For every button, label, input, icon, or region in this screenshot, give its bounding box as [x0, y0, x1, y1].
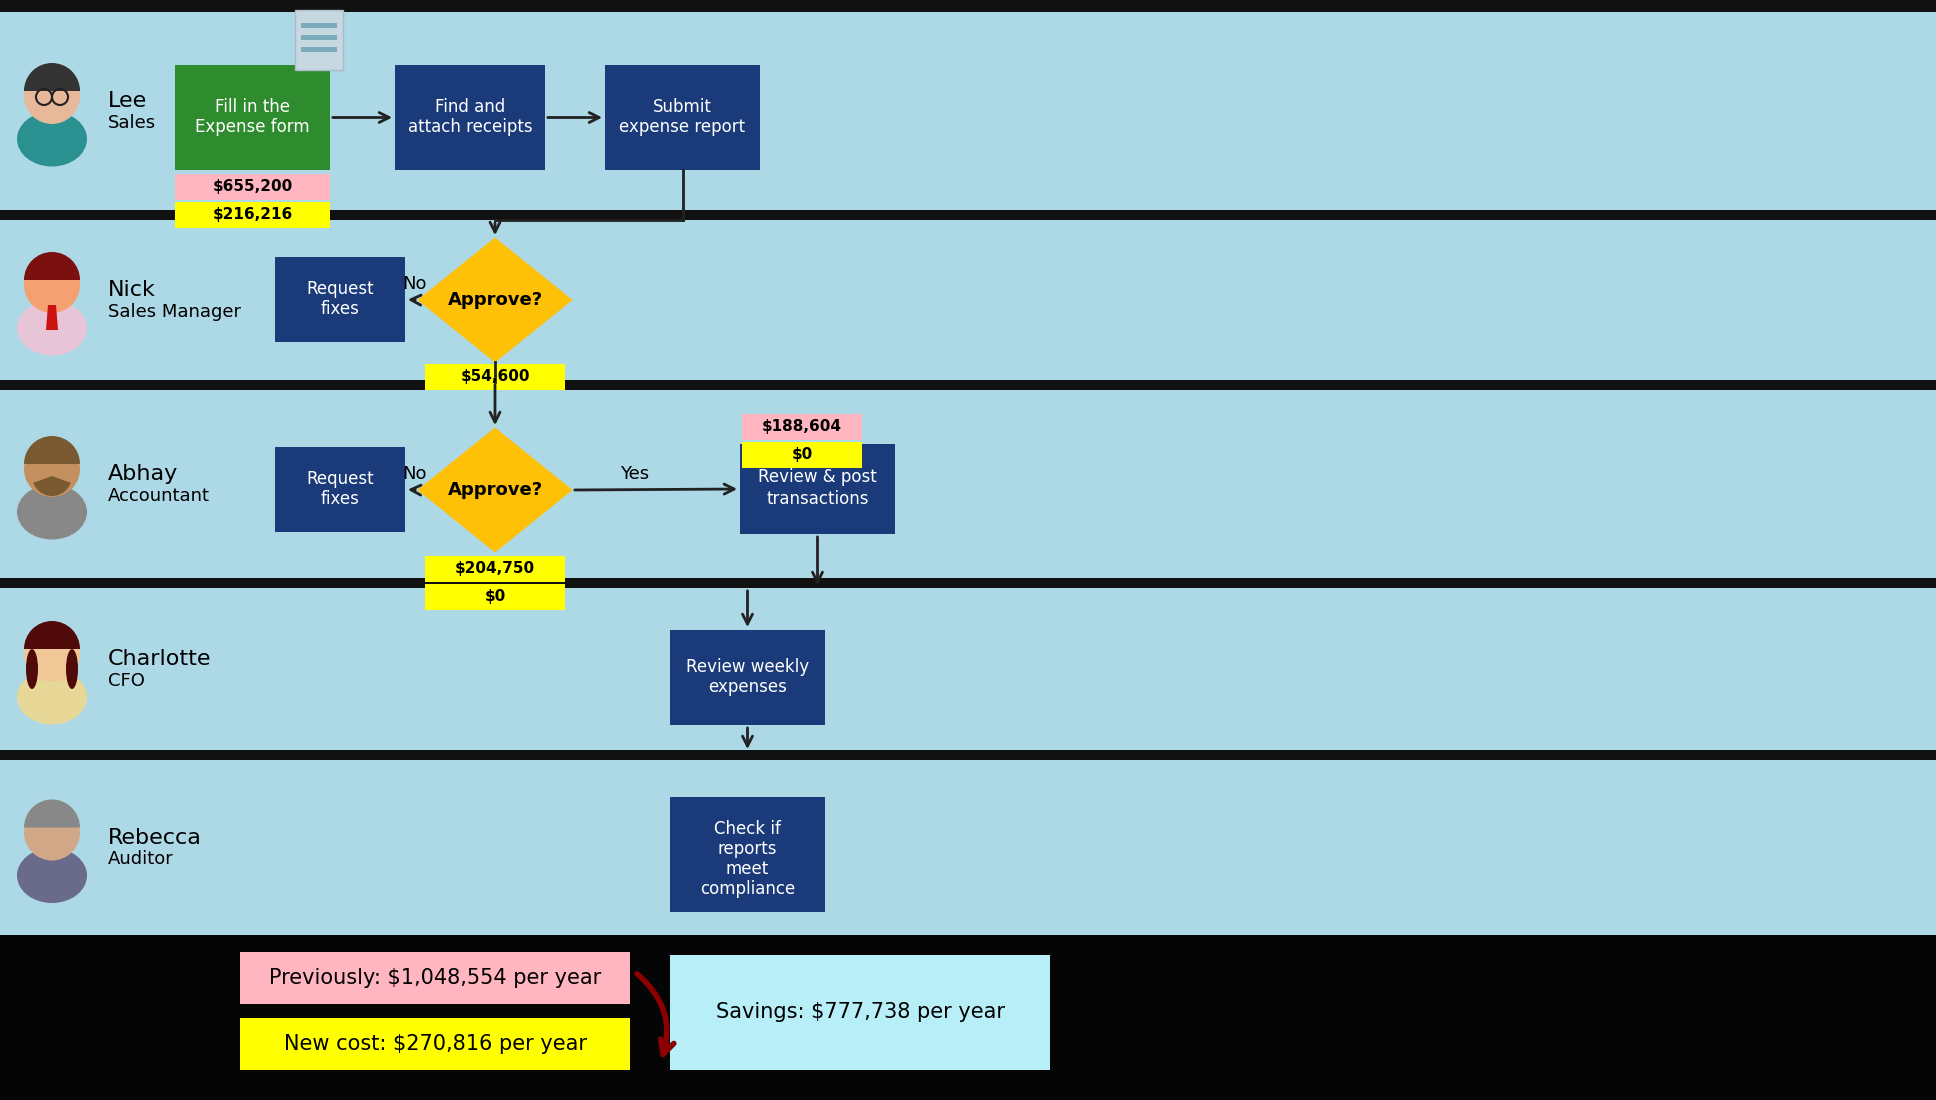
Text: $0: $0 — [792, 448, 813, 462]
Text: $0: $0 — [484, 590, 505, 605]
Text: Yes: Yes — [620, 465, 650, 483]
Text: Savings: $777,738 per year: Savings: $777,738 per year — [716, 1002, 1005, 1023]
Text: Check if: Check if — [714, 820, 780, 837]
Text: Expense form: Expense form — [196, 119, 310, 136]
Circle shape — [23, 626, 79, 682]
FancyBboxPatch shape — [240, 952, 629, 1004]
Circle shape — [23, 804, 79, 860]
FancyBboxPatch shape — [0, 935, 1936, 1100]
Text: New cost: $270,816 per year: New cost: $270,816 per year — [283, 1034, 587, 1054]
FancyBboxPatch shape — [174, 65, 329, 170]
Circle shape — [23, 257, 79, 314]
Wedge shape — [23, 63, 79, 91]
Text: compliance: compliance — [701, 880, 796, 898]
FancyBboxPatch shape — [395, 65, 546, 170]
Text: Find and: Find and — [436, 99, 505, 117]
FancyBboxPatch shape — [670, 955, 1049, 1070]
FancyBboxPatch shape — [426, 364, 565, 390]
FancyBboxPatch shape — [740, 444, 894, 534]
FancyBboxPatch shape — [741, 414, 862, 440]
Wedge shape — [23, 621, 79, 649]
FancyBboxPatch shape — [300, 47, 337, 52]
Wedge shape — [23, 800, 79, 827]
Ellipse shape — [25, 649, 39, 689]
FancyBboxPatch shape — [604, 65, 761, 170]
Wedge shape — [23, 436, 79, 464]
Text: No: No — [403, 275, 428, 293]
Text: Auditor: Auditor — [108, 850, 174, 869]
Text: expenses: expenses — [709, 679, 786, 696]
FancyBboxPatch shape — [0, 586, 1936, 752]
Text: Sales Manager: Sales Manager — [108, 302, 240, 321]
FancyBboxPatch shape — [741, 442, 862, 468]
FancyBboxPatch shape — [0, 210, 1936, 220]
Text: attach receipts: attach receipts — [408, 119, 532, 136]
Ellipse shape — [17, 300, 87, 355]
Circle shape — [23, 68, 79, 124]
Text: $216,216: $216,216 — [213, 208, 292, 222]
FancyBboxPatch shape — [426, 556, 565, 582]
FancyBboxPatch shape — [0, 390, 1936, 578]
Text: Nick: Nick — [108, 280, 157, 300]
Text: expense report: expense report — [620, 119, 745, 136]
Text: No: No — [403, 465, 428, 483]
Text: Sales: Sales — [108, 114, 157, 132]
FancyBboxPatch shape — [0, 218, 1936, 382]
Text: $54,600: $54,600 — [461, 370, 530, 385]
Text: fixes: fixes — [321, 491, 360, 508]
Circle shape — [23, 441, 79, 497]
Wedge shape — [33, 476, 72, 496]
FancyBboxPatch shape — [0, 12, 1936, 210]
Ellipse shape — [17, 848, 87, 903]
Polygon shape — [418, 428, 573, 552]
FancyBboxPatch shape — [240, 1018, 629, 1070]
Text: $204,750: $204,750 — [455, 561, 534, 576]
FancyBboxPatch shape — [275, 257, 405, 342]
Text: fixes: fixes — [321, 300, 360, 319]
Text: Submit: Submit — [652, 99, 712, 117]
Text: Fill in the: Fill in the — [215, 99, 290, 117]
FancyBboxPatch shape — [0, 750, 1936, 760]
FancyBboxPatch shape — [670, 630, 825, 725]
Ellipse shape — [66, 649, 77, 689]
Text: transactions: transactions — [767, 490, 869, 508]
Wedge shape — [23, 252, 79, 280]
FancyBboxPatch shape — [294, 10, 343, 70]
FancyBboxPatch shape — [174, 202, 329, 228]
Text: Approve?: Approve? — [447, 292, 542, 309]
Text: Lee: Lee — [108, 91, 147, 111]
Text: Approve?: Approve? — [447, 481, 542, 499]
Text: Charlotte: Charlotte — [108, 649, 211, 669]
FancyBboxPatch shape — [426, 584, 565, 610]
FancyBboxPatch shape — [0, 578, 1936, 588]
Text: Request: Request — [306, 471, 374, 488]
Polygon shape — [46, 305, 58, 330]
FancyBboxPatch shape — [0, 0, 1936, 12]
FancyBboxPatch shape — [174, 174, 329, 200]
Text: Rebecca: Rebecca — [108, 827, 201, 847]
Text: Review weekly: Review weekly — [685, 659, 809, 676]
Text: Previously: $1,048,554 per year: Previously: $1,048,554 per year — [269, 968, 600, 988]
FancyBboxPatch shape — [0, 379, 1936, 390]
Text: reports: reports — [718, 839, 776, 858]
FancyBboxPatch shape — [0, 760, 1936, 935]
FancyBboxPatch shape — [300, 35, 337, 40]
FancyBboxPatch shape — [300, 23, 337, 28]
Text: meet: meet — [726, 859, 769, 878]
Ellipse shape — [17, 670, 87, 725]
Text: CFO: CFO — [108, 672, 145, 690]
Text: Accountant: Accountant — [108, 487, 209, 505]
FancyBboxPatch shape — [275, 447, 405, 532]
Ellipse shape — [17, 484, 87, 539]
Polygon shape — [418, 238, 573, 363]
Text: Review & post: Review & post — [759, 468, 877, 486]
FancyBboxPatch shape — [670, 798, 825, 912]
Text: $188,604: $188,604 — [763, 419, 842, 435]
Text: Request: Request — [306, 280, 374, 298]
Text: $655,200: $655,200 — [213, 179, 292, 195]
Ellipse shape — [17, 111, 87, 166]
Text: Abhay: Abhay — [108, 464, 178, 484]
